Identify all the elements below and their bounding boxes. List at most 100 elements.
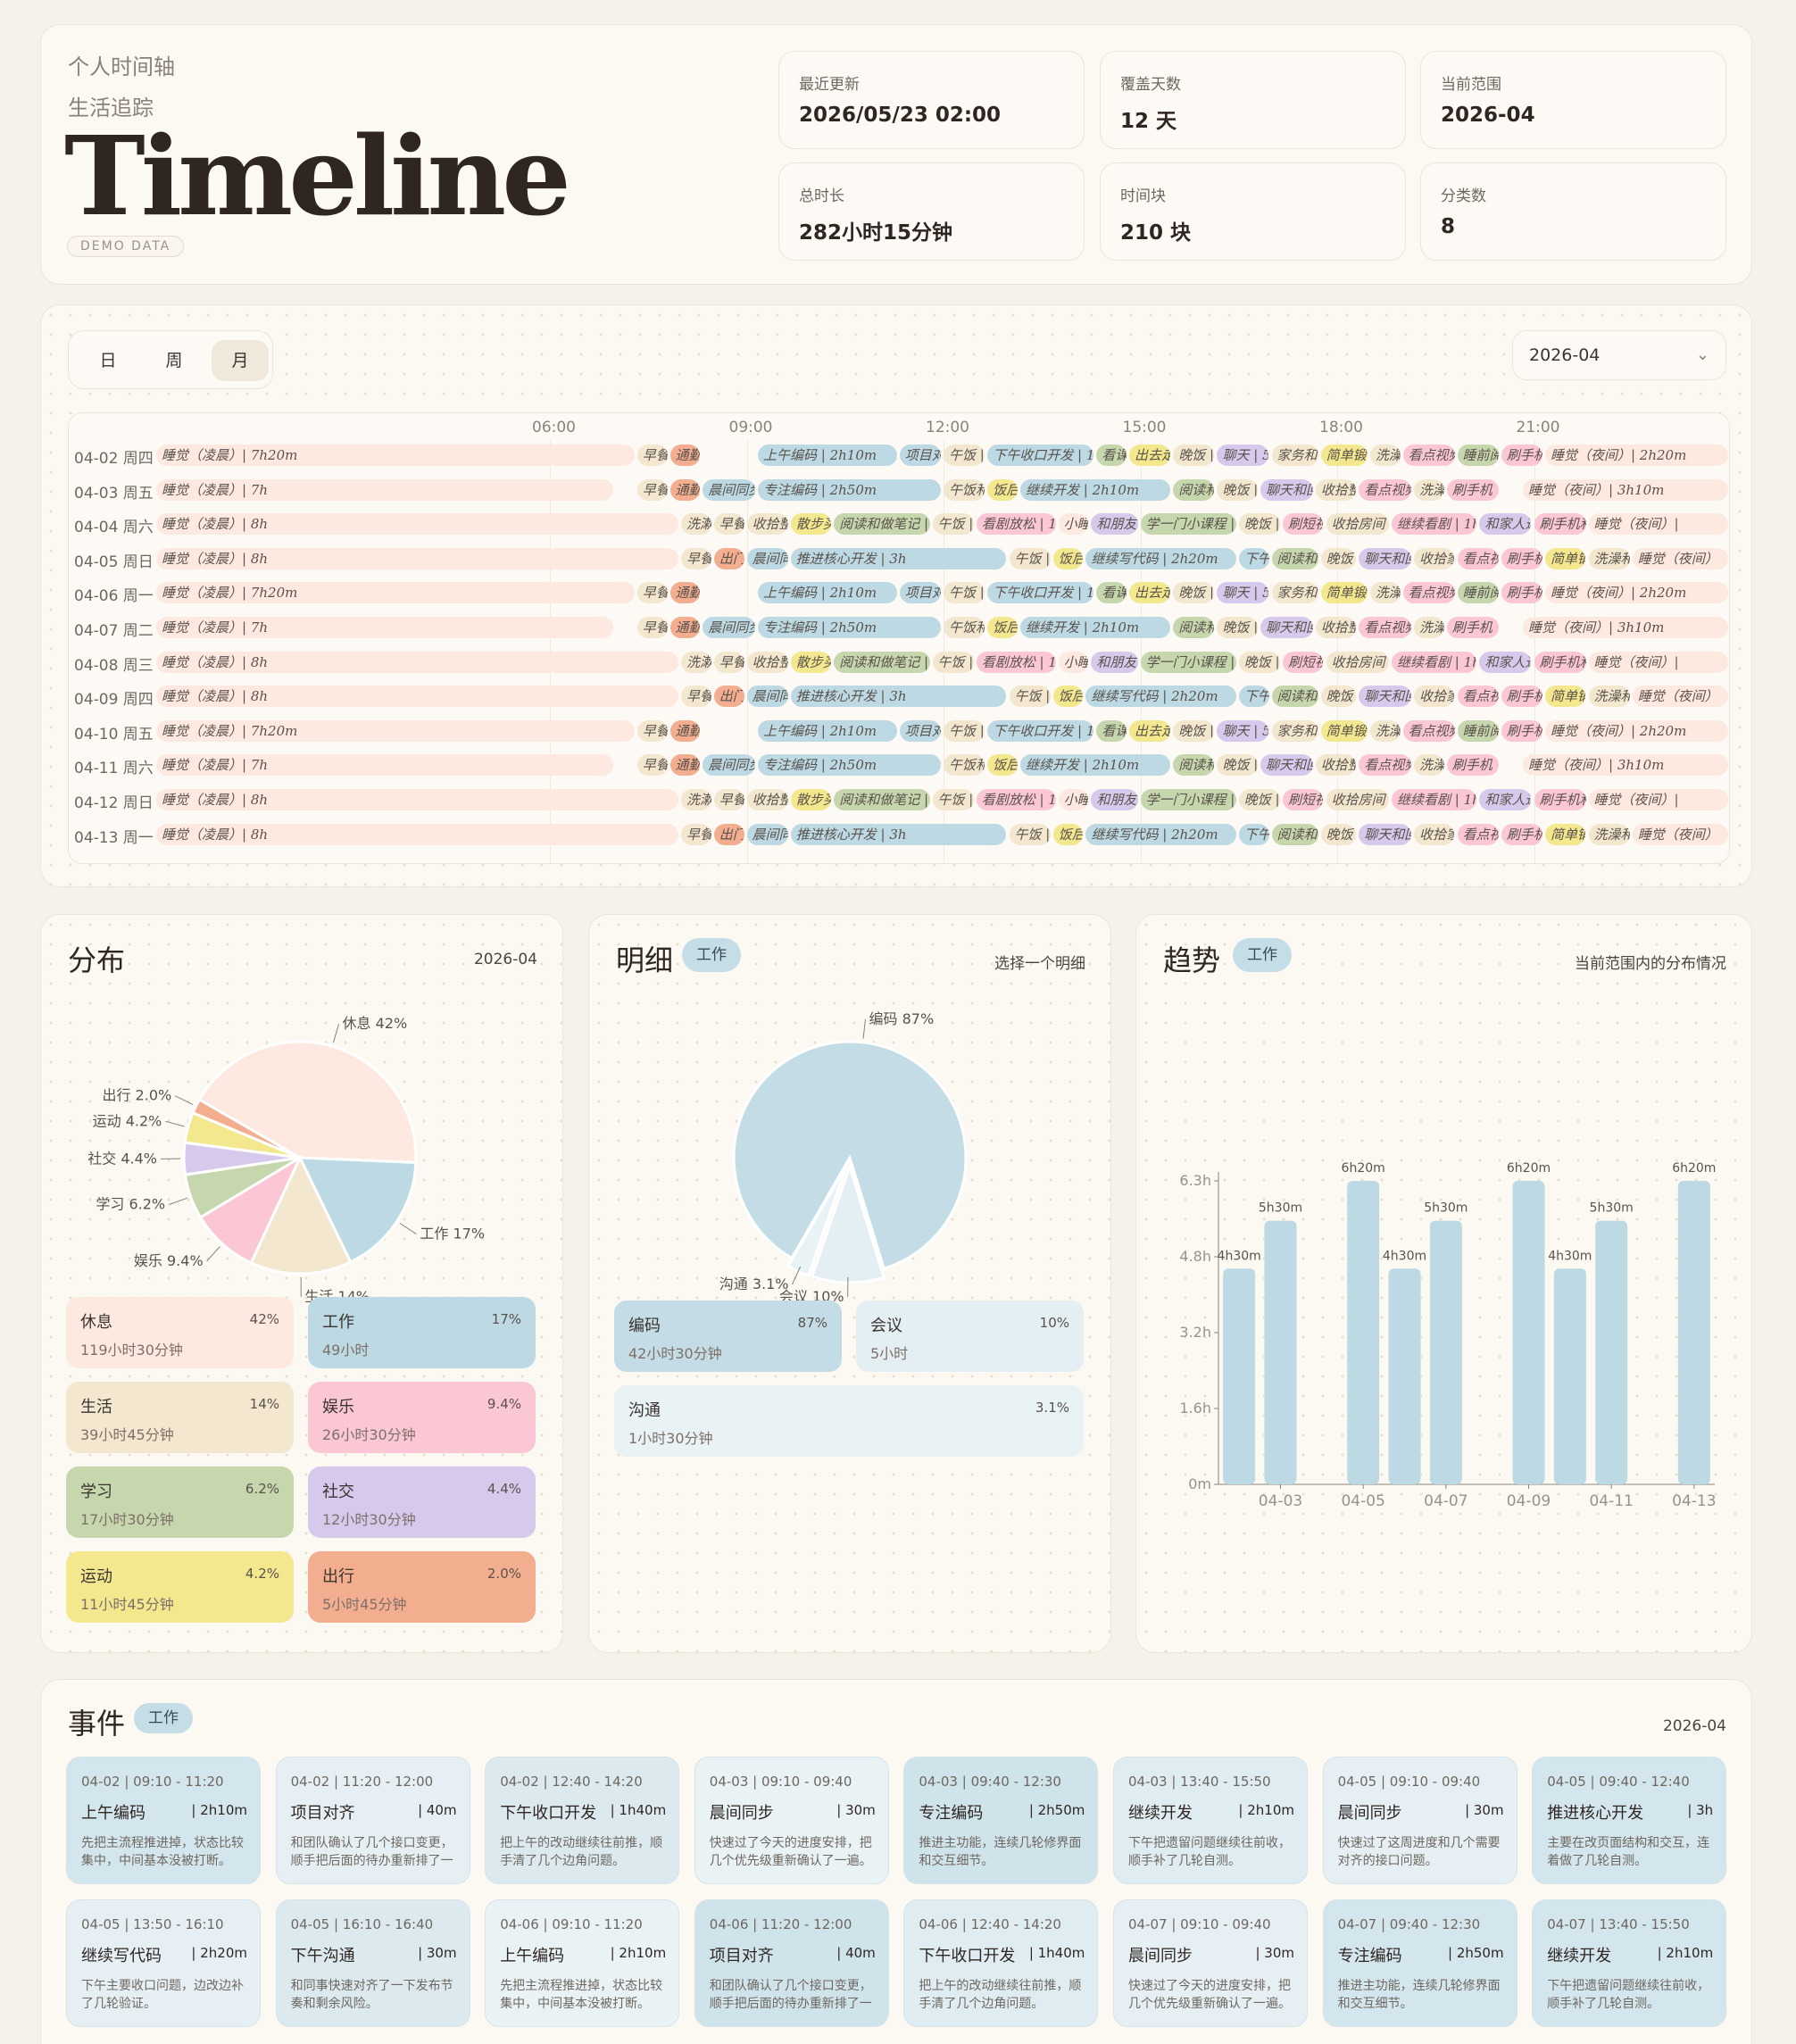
time-block[interactable]: 看课程: [1096, 445, 1127, 466]
pie-slice[interactable]: [249, 1154, 353, 1275]
time-block[interactable]: 上午编码 | 2h10m: [757, 582, 897, 604]
time-block[interactable]: 家务和整理: [1271, 719, 1318, 742]
event-card[interactable]: 04-03 | 09:40 - 12:30 专注编码 | 2h50m 推进主功能，连续…: [903, 1757, 1099, 1884]
time-block[interactable]: 通勤 |: [669, 719, 701, 742]
time-block[interactable]: 睡觉（凌晨）| 8h: [156, 685, 678, 708]
time-block[interactable]: 继续写代码 | 2h20m: [1085, 823, 1236, 845]
time-block[interactable]: 早餐: [636, 617, 668, 638]
time-block[interactable]: 晨间同步: [703, 478, 755, 501]
time-block[interactable]: 早餐: [636, 754, 668, 777]
time-block[interactable]: 睡觉（凌晨）| 7h: [156, 478, 613, 501]
time-block[interactable]: 晚饭 | 4: [1320, 547, 1357, 569]
time-block[interactable]: 看点视频放松: [1457, 823, 1499, 845]
time-block[interactable]: 收拾整理: [746, 789, 788, 810]
time-block[interactable]: 聊天和回消息: [1359, 823, 1411, 845]
time-block[interactable]: 午饭 | 4: [1009, 823, 1051, 845]
time-block[interactable]: 继续看剧 | 1h20m: [1392, 651, 1477, 673]
trend-bar[interactable]: [1388, 1268, 1421, 1484]
time-block[interactable]: 睡前阅读: [1457, 445, 1499, 466]
detail-card[interactable]: 会议 10% 5小时: [856, 1300, 1084, 1372]
time-block[interactable]: 出门逛街: [713, 823, 744, 845]
time-block[interactable]: 刷手机和放松: [1534, 651, 1586, 673]
time-block[interactable]: 看课程: [1096, 582, 1127, 604]
time-block[interactable]: 晚饭 | 4: [1217, 617, 1258, 638]
time-block[interactable]: 刷手机: [1501, 547, 1542, 569]
time-block[interactable]: 下午收口开发 | 1h40m: [987, 445, 1094, 466]
time-block[interactable]: 晚饭 | 4: [1217, 478, 1258, 501]
time-block[interactable]: 早餐: [713, 651, 744, 673]
time-block[interactable]: 继续写代码 | 2h20m: [1085, 685, 1236, 708]
category-card[interactable]: 休息 42% 119小时30分钟: [66, 1297, 294, 1368]
event-card[interactable]: 04-02 | 09:10 - 11:20 上午编码 | 2h10m 先把主流程推进掉…: [66, 1757, 261, 1884]
time-block[interactable]: 洗澡和睡前: [1588, 823, 1630, 845]
time-block[interactable]: 推进核心开发 | 3h: [790, 823, 1007, 845]
time-block[interactable]: 洗漱: [681, 651, 711, 673]
time-block[interactable]: 睡前阅读: [1457, 582, 1499, 604]
time-block[interactable]: 看剧放松 | 1h15m: [976, 513, 1056, 536]
time-block[interactable]: 下午沟通: [1238, 685, 1269, 708]
time-block[interactable]: 聊天 | 50m: [1217, 445, 1269, 466]
event-card[interactable]: 04-05 | 09:40 - 12:40 推进核心开发 | 3h 主要在改页面结构和…: [1532, 1757, 1727, 1884]
detail-card[interactable]: 沟通 3.1% 1小时30分钟: [614, 1385, 1084, 1457]
time-block[interactable]: 午饭 | 4: [932, 513, 974, 536]
time-block[interactable]: 睡觉（凌晨）| 7h20m: [156, 582, 635, 604]
tab-day[interactable]: 日: [99, 351, 117, 370]
time-block[interactable]: 专注编码 | 2h50m: [757, 754, 941, 777]
time-block[interactable]: 阅读和复盘: [1271, 547, 1318, 569]
time-block[interactable]: 刷手机: [1501, 445, 1542, 466]
time-block[interactable]: 晚饭 | 4: [1173, 719, 1215, 742]
time-block[interactable]: 晚饭 | 4: [1238, 513, 1280, 536]
time-block[interactable]: 刷短视频: [1282, 513, 1324, 536]
time-block[interactable]: 看课程: [1096, 719, 1127, 742]
time-block[interactable]: 晚饭 | 4: [1238, 789, 1280, 810]
time-block[interactable]: 项目对齐: [899, 582, 941, 604]
time-block[interactable]: 继续开发 | 2h10m: [1019, 754, 1171, 777]
time-block[interactable]: 聊天和回消息: [1359, 685, 1411, 708]
time-block[interactable]: 和朋友聊天: [1091, 651, 1138, 673]
time-block[interactable]: 洗澡: [1413, 617, 1444, 638]
trend-bar[interactable]: [1347, 1181, 1380, 1484]
time-block[interactable]: 上午编码 | 2h10m: [757, 719, 897, 742]
time-block[interactable]: 晨间同步: [746, 547, 788, 569]
time-block[interactable]: 阅读和做笔记 | 1h30m: [834, 651, 930, 673]
time-block[interactable]: 阅读和做笔记 | 1h30m: [834, 789, 930, 810]
time-block[interactable]: 推进核心开发 | 3h: [790, 685, 1007, 708]
time-block[interactable]: 晨间同步: [746, 685, 788, 708]
category-card[interactable]: 学习 6.2% 17小时30分钟: [66, 1467, 294, 1538]
time-block[interactable]: 睡觉（夜间）: [1632, 685, 1728, 708]
time-block[interactable]: 出去走: [1129, 719, 1171, 742]
time-block[interactable]: 午饭 | 4: [932, 651, 974, 673]
category-card[interactable]: 工作 17% 49小时: [308, 1297, 536, 1368]
time-block[interactable]: 晚饭 | 4: [1173, 582, 1215, 604]
event-card[interactable]: 04-03 | 13:40 - 15:50 继续开发 | 2h10m 下午把遗留问题继…: [1113, 1757, 1308, 1884]
time-block[interactable]: 出去走: [1129, 445, 1171, 466]
time-block[interactable]: 阅读和复盘: [1271, 823, 1318, 845]
time-block[interactable]: 专注编码 | 2h50m: [757, 478, 941, 501]
time-block[interactable]: 洗澡 |: [1369, 445, 1401, 466]
time-block[interactable]: 学一门小课程 | 1h30m: [1140, 513, 1236, 536]
time-block[interactable]: 刷手机: [1501, 582, 1542, 604]
time-block[interactable]: 继续看剧 | 1h20m: [1392, 513, 1477, 536]
time-block[interactable]: 刷手机和放松: [1534, 513, 1586, 536]
event-card[interactable]: 04-05 | 16:10 - 16:40 下午沟通 | 30m 和同事快速对齐了一下…: [275, 1899, 470, 2027]
time-block[interactable]: 睡觉（夜间）|: [1588, 651, 1728, 673]
time-block[interactable]: 睡觉（夜间）: [1632, 547, 1728, 569]
category-card[interactable]: 社交 4.4% 12小时30分钟: [308, 1467, 536, 1538]
trend-bar[interactable]: [1512, 1181, 1545, 1484]
time-block[interactable]: 出去走: [1129, 582, 1171, 604]
time-block[interactable]: 收拾房间 | 1: [1326, 789, 1389, 810]
time-block[interactable]: 聊天和回消息: [1260, 617, 1313, 638]
time-block[interactable]: 看剧放松 | 1h15m: [976, 789, 1056, 810]
time-block[interactable]: 早餐: [636, 719, 668, 742]
time-block[interactable]: 午饭 | 4: [932, 789, 974, 810]
time-block[interactable]: 和家人通话: [1479, 513, 1532, 536]
time-block[interactable]: 收拾整理: [1315, 478, 1357, 501]
time-block[interactable]: 刷手机: [1446, 478, 1499, 501]
trend-bar[interactable]: [1429, 1220, 1462, 1484]
events-category-tag[interactable]: 工作: [134, 1703, 193, 1733]
event-card[interactable]: 04-06 | 12:40 - 14:20 下午收口开发 | 1h40m 把上午的改动…: [903, 1899, 1099, 2027]
time-block[interactable]: 散步买菜: [790, 513, 832, 536]
time-block[interactable]: 睡觉（夜间）|: [1588, 789, 1728, 810]
time-block[interactable]: 早餐: [636, 582, 668, 604]
time-block[interactable]: 看点视频 |: [1402, 445, 1455, 466]
